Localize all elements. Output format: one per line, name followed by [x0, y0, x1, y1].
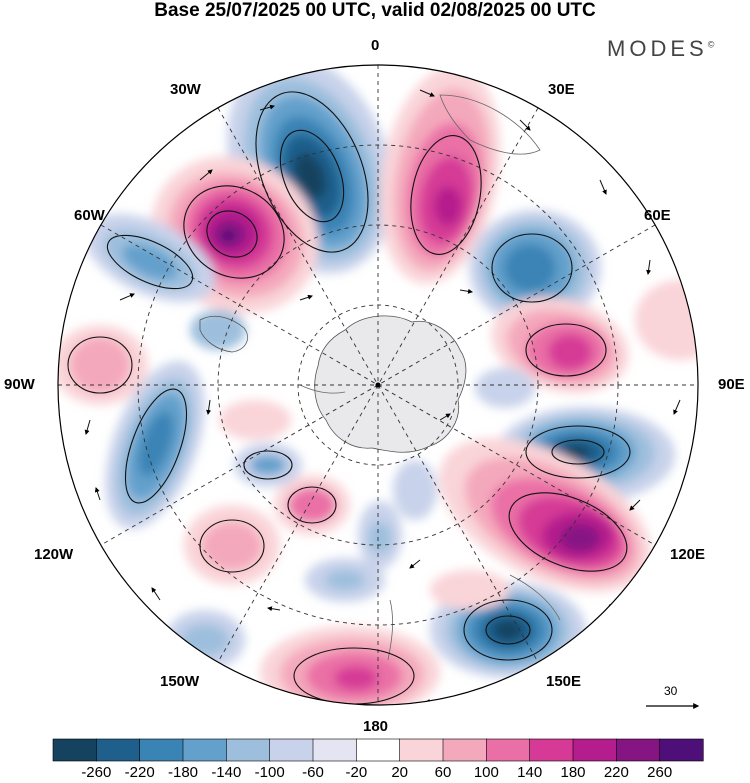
lon-label-30e: 30E	[548, 81, 575, 98]
colorbar-swatch	[182, 738, 227, 762]
colorbar-swatch	[52, 738, 97, 762]
colorbar-tick-label: 100	[473, 764, 499, 781]
colorbar-swatch	[486, 738, 531, 762]
colorbar-swatch	[96, 738, 141, 762]
colorbar-swatch	[572, 738, 617, 762]
colorbar-swatch	[616, 738, 661, 762]
lon-label-0: 0	[371, 37, 380, 54]
colorbar-swatch	[139, 738, 184, 762]
high-center-80E	[491, 280, 698, 393]
lon-label-150e: 150E	[546, 673, 582, 690]
brand-mark: ©	[707, 39, 715, 50]
lon-label-180: 180	[363, 718, 389, 735]
colorbar-tick-label: -140	[211, 764, 242, 781]
colorbar-tick-label: -100	[254, 764, 285, 781]
modes-logo: MODES©	[607, 36, 714, 62]
colorbar-tick-label: 220	[603, 764, 629, 781]
colorbar-tick-label: 260	[647, 764, 673, 781]
colorbar-tick-label: 60	[434, 764, 452, 781]
lon-label-60e: 60E	[644, 207, 671, 224]
colorbar-tick-label: -260	[81, 764, 112, 781]
colorbar-tick-label: -180	[167, 764, 199, 781]
colorbar-swatch	[529, 738, 574, 762]
south-america-tip	[199, 315, 248, 353]
lon-label-120e: 120E	[670, 546, 706, 563]
colorbar-tick-label: -220	[124, 764, 155, 781]
colorbar-tick-label: 140	[517, 764, 543, 781]
colorbar-tick-label: -60	[302, 764, 324, 781]
colorbar-swatch	[312, 738, 357, 762]
colorbar-tick-label: 20	[391, 764, 408, 781]
colorbar-swatch	[269, 738, 314, 762]
map-boundary	[57, 64, 699, 706]
colorbar-tick-label: -20	[345, 764, 368, 781]
anomaly-field	[58, 65, 698, 705]
colorbar-swatch	[659, 738, 704, 762]
lon-label-30w: 30W	[170, 81, 201, 98]
colorbar-swatch	[399, 738, 444, 762]
lon-label-60w: 60W	[74, 207, 105, 224]
south-pole-marker	[375, 382, 381, 388]
coastline	[299, 384, 346, 394]
colorbar-tick-label: 180	[560, 764, 586, 781]
high-center-180	[260, 626, 440, 705]
brand-text: MODES	[607, 36, 708, 61]
minor-anomalies	[165, 400, 510, 670]
streamlines	[67, 91, 631, 705]
lon-label-90w: 90W	[4, 376, 35, 393]
low-center-100W	[105, 361, 205, 529]
lon-label-120w: 120W	[34, 546, 74, 563]
lon-label-90e: 90E	[718, 376, 745, 393]
colorbar-swatch	[356, 738, 401, 762]
colorbar-swatch	[226, 738, 271, 762]
africa-coast	[439, 94, 541, 155]
map-title: Base 25/07/2025 00 UTC, valid 02/08/2025…	[154, 0, 596, 21]
colorbar	[52, 738, 704, 762]
new-zealand-coast	[387, 574, 561, 661]
reference-vector-label: 30	[664, 684, 678, 698]
colorbar-swatch	[442, 738, 487, 762]
lon-label-150w: 150W	[160, 673, 200, 690]
